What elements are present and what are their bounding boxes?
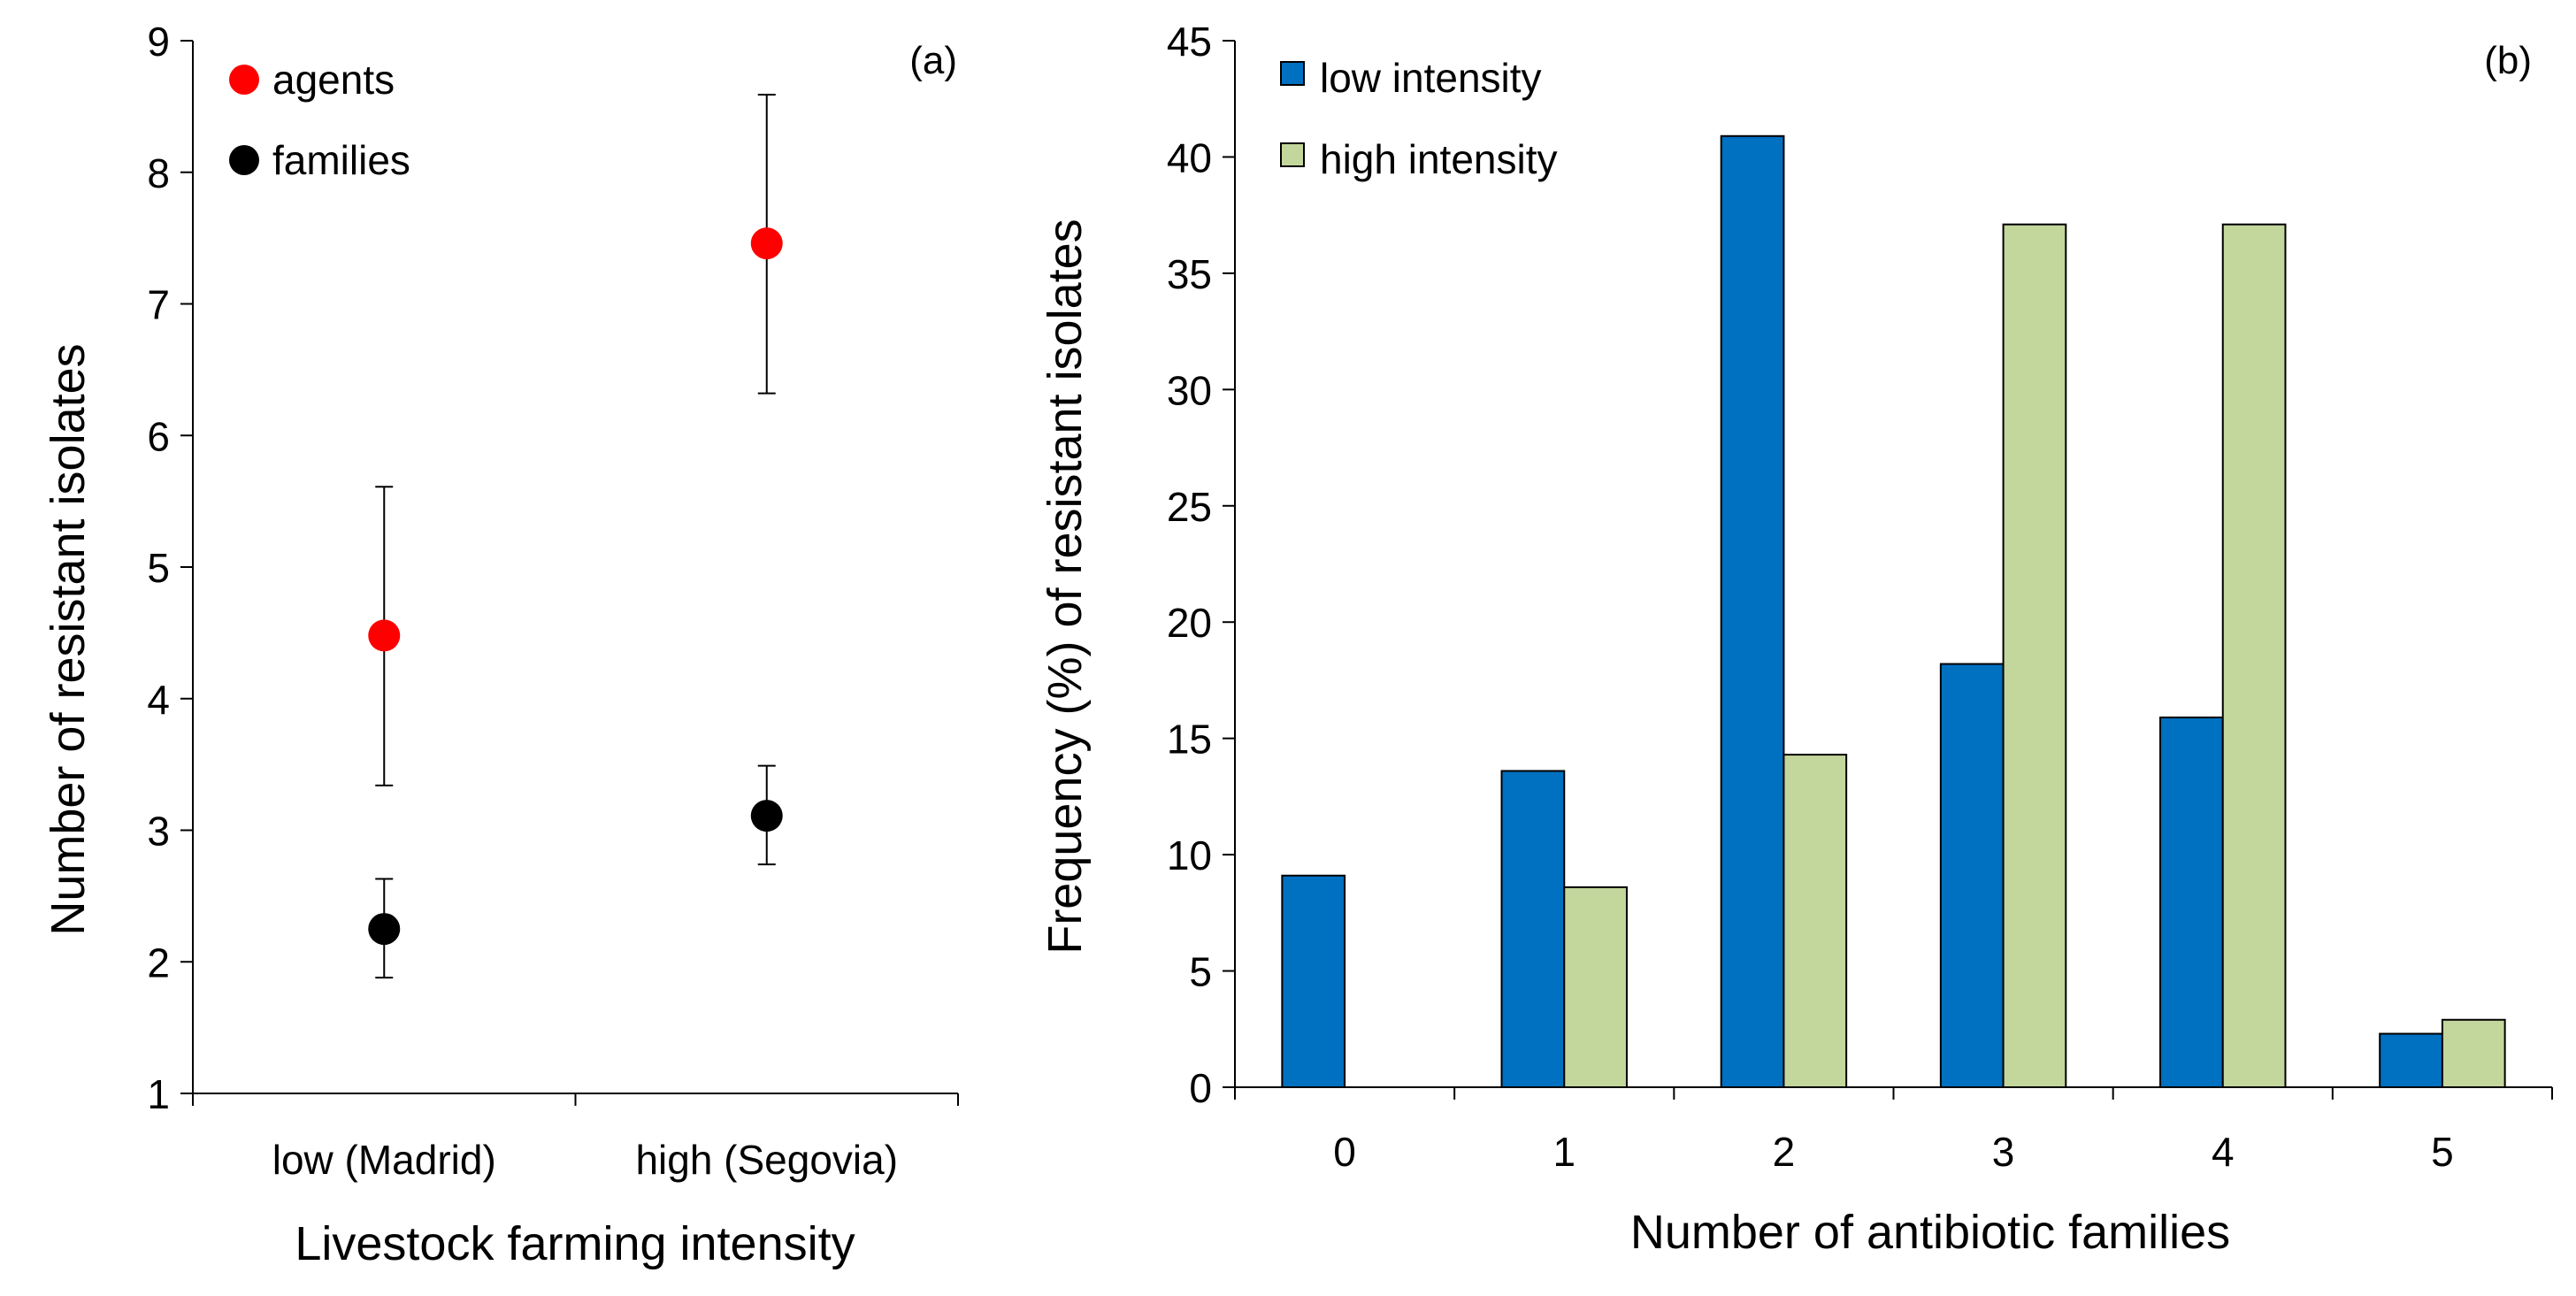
- bar-low-intensity: [1281, 874, 1346, 1088]
- panel-b-y-axis-title: Frequency (%) of resistant isolates: [1039, 219, 1092, 954]
- data-point-agents: [368, 619, 401, 652]
- legend-marker-families: [229, 145, 259, 175]
- panel-a-label: (a): [909, 39, 957, 82]
- bar-low-intensity: [1939, 663, 2005, 1088]
- panel-b-x-axis-title: Number of antibiotic families: [1630, 1206, 2230, 1259]
- legend-label-agents: agents: [272, 57, 395, 103]
- bar-low-intensity: [2379, 1032, 2443, 1088]
- bar-low-intensity: [2159, 717, 2224, 1088]
- panel-a-y-tick-label: 9: [147, 19, 170, 65]
- panel-a-y-tick-label: 5: [147, 545, 170, 591]
- panel-a-x-tick-label: low (Madrid): [272, 1137, 496, 1183]
- bar-high-intensity: [1782, 754, 1848, 1089]
- legend-label-high-intensity: high intensity: [1320, 136, 1558, 182]
- panel-b-x-tick-label: 3: [1992, 1129, 2015, 1175]
- panel-b-x-tick-label: 4: [2212, 1129, 2235, 1175]
- data-point-families: [750, 800, 783, 832]
- bar-low-intensity: [1720, 134, 1785, 1089]
- panel-a-y-tick-label: 8: [147, 150, 170, 196]
- panel-b-x-tick-label: 5: [2431, 1129, 2454, 1175]
- panel-b-y-tick-label: 5: [1189, 949, 1212, 995]
- legend-label-families: families: [272, 137, 410, 183]
- legend-marker-agents: [229, 65, 259, 95]
- legend-label-low-intensity: low intensity: [1320, 55, 1542, 101]
- panel-b-y-tick-label: 10: [1167, 832, 1212, 878]
- bar-high-intensity: [2441, 1018, 2506, 1088]
- panel-a-legend: agents families: [229, 57, 410, 183]
- panel-b-y-tick-label: 45: [1167, 19, 1212, 65]
- panel-a-y-tick-label: 6: [147, 413, 170, 459]
- legend-swatch-high-intensity: [1280, 142, 1305, 167]
- panel-b-y-tick-label: 20: [1167, 600, 1212, 646]
- panel-b-x-tick-label: 0: [1333, 1129, 1356, 1175]
- panel-b-label: (b): [2484, 39, 2532, 82]
- data-point-families: [368, 913, 401, 946]
- panel-b-y-tick-label: 15: [1167, 717, 1212, 763]
- bar-high-intensity: [1563, 886, 1628, 1088]
- panel-b-x-tick-label: 1: [1552, 1129, 1576, 1175]
- bar-low-intensity: [1500, 770, 1566, 1089]
- panel-b-x-tick-label: 2: [1773, 1129, 1796, 1175]
- panel-b-y-tick-label: 40: [1167, 134, 1212, 180]
- panel-b-legend: low intensity high intensity: [1280, 55, 1558, 182]
- panel-a-y-tick-label: 2: [147, 939, 170, 985]
- data-point-agents: [750, 227, 783, 260]
- panel-b-y-tick-label: 25: [1167, 484, 1212, 530]
- bar-high-intensity: [2221, 223, 2287, 1088]
- panel-a-y-tick-label: 4: [147, 677, 170, 723]
- panel-a-y-tick-label: 1: [147, 1071, 170, 1117]
- panel-b-y-tick-label: 35: [1167, 251, 1212, 297]
- panel-a-y-tick-label: 3: [147, 809, 170, 855]
- panel-a-y-tick-label: 7: [147, 282, 170, 328]
- panel-b-y-tick-label: 0: [1189, 1065, 1212, 1111]
- legend-swatch-low-intensity: [1280, 61, 1305, 86]
- panel-b-y-tick-label: 30: [1167, 367, 1212, 413]
- bar-high-intensity: [2002, 223, 2067, 1088]
- panel-a-x-axis-title: Livestock farming intensity: [295, 1217, 855, 1270]
- panel-a-x-tick-label: high (Segovia): [635, 1137, 898, 1183]
- panel-a-y-axis-title: Number of resistant isolates: [42, 343, 95, 935]
